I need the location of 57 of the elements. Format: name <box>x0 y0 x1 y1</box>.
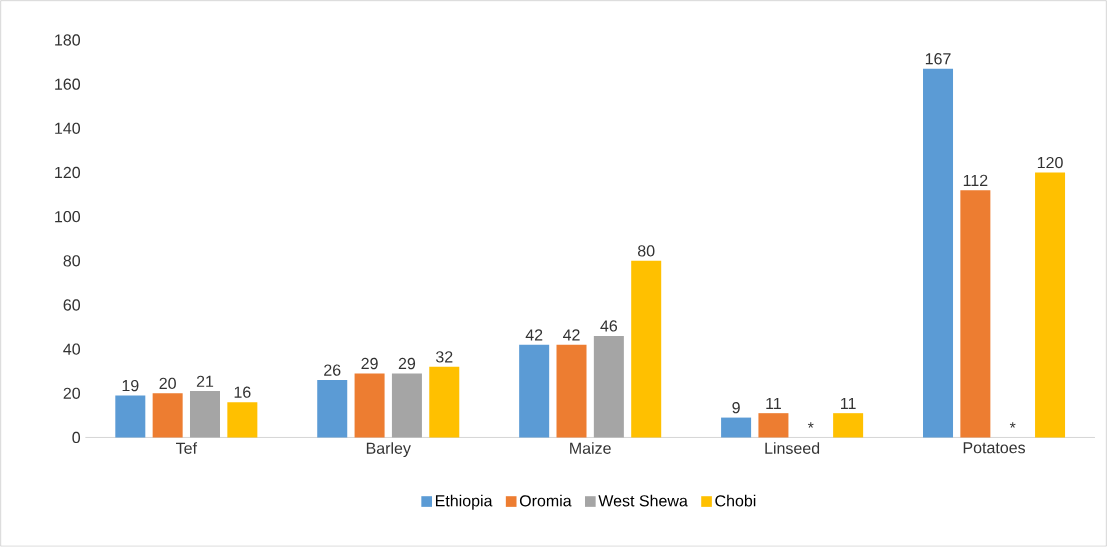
data-label: 11 <box>841 397 856 409</box>
x-tick-label: Tef <box>176 442 198 454</box>
y-tick-label: 120 <box>55 166 81 179</box>
x-tick-label: Barley <box>366 442 411 458</box>
data-label: 112 <box>963 174 988 186</box>
y-tick-label: 140 <box>55 122 81 135</box>
y-tick-label: 160 <box>55 78 81 90</box>
bar <box>593 335 624 438</box>
bar <box>631 260 662 438</box>
bar <box>189 391 221 438</box>
data-label: 167 <box>925 53 951 65</box>
data-label: 80 <box>637 245 655 257</box>
bar <box>354 373 385 438</box>
data-label: 9 <box>732 402 740 414</box>
data-label: 20 <box>159 377 176 390</box>
text: * <box>1009 422 1016 428</box>
bar <box>519 344 550 438</box>
x-tick-label: Potatoes <box>963 442 1026 454</box>
y-tick-label: 40 <box>63 343 81 355</box>
bar <box>833 413 864 438</box>
data-label: 42 <box>525 329 543 341</box>
data-label: 16 <box>234 386 251 398</box>
y-tick-label: 100 <box>55 211 81 223</box>
bar <box>115 395 146 438</box>
legend-label: Oromia <box>519 494 572 507</box>
bar <box>923 68 954 438</box>
bar <box>227 402 258 438</box>
bar <box>1035 172 1066 438</box>
bar <box>758 413 789 438</box>
bar <box>317 380 348 438</box>
x-tick-label: Maize <box>570 442 611 454</box>
legend-label: Ethiopia <box>435 494 493 510</box>
legend-label: Chobi <box>715 494 756 507</box>
x-tick-label: Linseed <box>765 442 820 454</box>
y-tick-label: 60 <box>63 299 81 311</box>
data-label: 26 <box>324 364 341 376</box>
y-tick-label: 180 <box>55 34 81 46</box>
bar <box>391 373 422 438</box>
data-label: 29 <box>361 357 378 370</box>
data-label: 29 <box>398 357 416 370</box>
bar <box>152 393 183 438</box>
data-label: 120 <box>1037 156 1063 169</box>
bar <box>960 190 991 438</box>
data-label: 32 <box>435 351 453 363</box>
data-label: 21 <box>196 375 214 387</box>
y-tick-label: 80 <box>63 255 81 267</box>
data-label: 11 <box>766 397 781 409</box>
bar <box>721 417 752 438</box>
bar <box>556 344 587 438</box>
bar <box>429 366 460 438</box>
data-label: 42 <box>562 329 580 341</box>
y-tick-label: 20 <box>63 387 81 400</box>
data-label: 19 <box>122 379 139 392</box>
legend-label: West Shewa <box>598 494 688 507</box>
text: * <box>807 422 814 428</box>
data-label: 46 <box>600 320 618 332</box>
y-tick-label: 0 <box>72 431 81 444</box>
